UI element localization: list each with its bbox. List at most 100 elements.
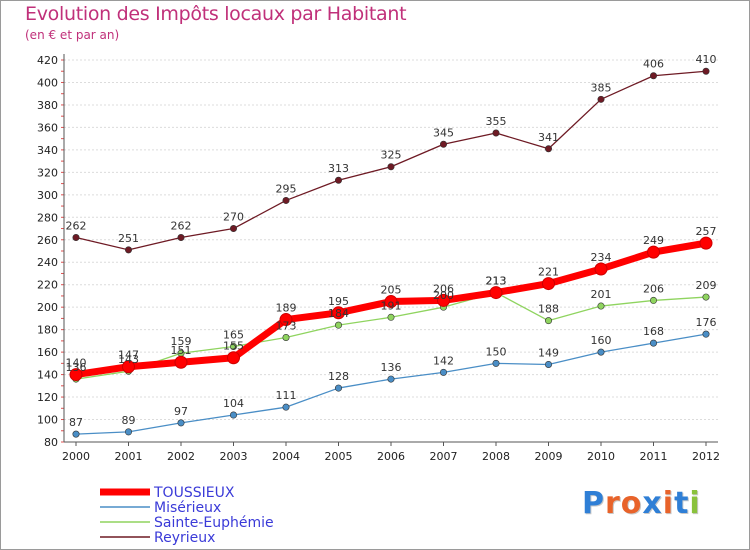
data-label-reyrieux-2000: 262 bbox=[66, 220, 87, 233]
axes: 80 100 120 140 160 180 200 220 240 260 280 300 320 34… bbox=[37, 54, 720, 463]
y-tick-label-200: 200 bbox=[37, 301, 58, 314]
data-label-mis-rieux-2000: 87 bbox=[69, 416, 83, 429]
point-mis-rieux-2010 bbox=[597, 348, 605, 356]
data-label-reyrieux-2011: 406 bbox=[643, 58, 664, 71]
data-label-reyrieux-2007: 345 bbox=[433, 126, 454, 139]
data-label-toussieux-2006: 205 bbox=[381, 284, 402, 297]
data-label-toussieux-2008: 213 bbox=[486, 275, 507, 288]
logo-letter: o bbox=[620, 486, 643, 521]
legend-label-toussieux: TOUSSIEUX bbox=[153, 485, 235, 501]
x-tick-label-2002: 2002 bbox=[167, 450, 195, 463]
point-reyrieux-2002 bbox=[177, 234, 185, 242]
data-label-reyrieux-2008: 355 bbox=[486, 115, 507, 128]
y-tick-label-360: 360 bbox=[37, 121, 58, 134]
legend-label-sainte-euph-mie: Sainte-Euphémie bbox=[154, 515, 274, 531]
point-toussieux-2007 bbox=[437, 293, 450, 307]
point-toussieux-2009 bbox=[542, 277, 555, 291]
data-label-sainte-euph-mie-2003: 165 bbox=[223, 329, 244, 342]
y-tick-label-340: 340 bbox=[37, 144, 58, 157]
data-label-sainte-euph-mie-2012: 209 bbox=[696, 279, 717, 292]
point-toussieux-2011 bbox=[647, 245, 660, 259]
point-reyrieux-2012 bbox=[702, 67, 710, 75]
y-tick-label-160: 160 bbox=[37, 346, 58, 359]
data-label-mis-rieux-2005: 128 bbox=[328, 370, 349, 383]
data-label-toussieux-2012: 257 bbox=[696, 225, 717, 238]
data-label-sainte-euph-mie-2007: 200 bbox=[433, 289, 454, 302]
data-label-toussieux-2002: 151 bbox=[171, 344, 192, 357]
data-label-mis-rieux-2007: 142 bbox=[433, 354, 454, 367]
y-tick-label-260: 260 bbox=[37, 234, 58, 247]
point-reyrieux-2000 bbox=[72, 234, 80, 242]
point-toussieux-2006 bbox=[384, 295, 398, 309]
point-mis-rieux-2005 bbox=[334, 384, 342, 392]
point-mis-rieux-2009 bbox=[544, 360, 552, 368]
data-label-sainte-euph-mie-2011: 206 bbox=[643, 282, 664, 295]
data-label-mis-rieux-2001: 89 bbox=[122, 414, 136, 427]
data-label-toussieux-2004: 189 bbox=[276, 302, 297, 315]
grid-lines bbox=[64, 59, 718, 443]
logo-letter: P bbox=[582, 486, 605, 521]
logo-letter: r bbox=[605, 486, 621, 521]
logo-letter: t bbox=[674, 486, 690, 521]
data-labels: 262 251 262 270 295 313 325 345 355 341 385 406 410 1… bbox=[66, 53, 717, 429]
y-tick-label-300: 300 bbox=[37, 189, 58, 202]
x-tick-label-2004: 2004 bbox=[272, 450, 300, 463]
point-sainte-euph-mie-2012 bbox=[702, 293, 710, 301]
data-label-mis-rieux-2008: 150 bbox=[486, 345, 507, 358]
logo-letter: i bbox=[689, 486, 701, 521]
data-label-sainte-euph-mie-2000: 136 bbox=[66, 361, 87, 374]
point-toussieux-2001 bbox=[122, 360, 135, 374]
point-sainte-euph-mie-2003 bbox=[230, 342, 238, 350]
point-reyrieux-2006 bbox=[387, 163, 395, 171]
data-label-sainte-euph-mie-2005: 184 bbox=[328, 307, 349, 320]
point-reyrieux-2007 bbox=[439, 140, 447, 148]
data-label-mis-rieux-2009: 149 bbox=[538, 346, 559, 359]
x-tick-label-2003: 2003 bbox=[220, 450, 248, 463]
data-label-reyrieux-2004: 295 bbox=[276, 182, 297, 195]
data-label-reyrieux-2002: 262 bbox=[171, 220, 192, 233]
data-label-mis-rieux-2003: 104 bbox=[223, 397, 244, 410]
point-toussieux-2010 bbox=[594, 262, 608, 276]
point-reyrieux-2010 bbox=[597, 95, 605, 103]
point-sainte-euph-mie-2010 bbox=[597, 302, 605, 310]
point-toussieux-2012 bbox=[699, 236, 713, 250]
point-mis-rieux-2008 bbox=[492, 359, 500, 367]
data-label-sainte-euph-mie-2010: 201 bbox=[591, 288, 612, 301]
data-label-reyrieux-2012: 410 bbox=[696, 53, 717, 66]
chart-title: Evolution des Impôts locaux par Habitant bbox=[25, 3, 407, 25]
data-label-sainte-euph-mie-2008: 213 bbox=[486, 275, 507, 288]
x-tick-label-2012: 2012 bbox=[692, 450, 720, 463]
x-tick-label-2000: 2000 bbox=[62, 450, 90, 463]
logo-letter: i bbox=[662, 486, 675, 521]
y-tick-label-100: 100 bbox=[37, 414, 58, 427]
point-mis-rieux-2000 bbox=[72, 430, 80, 438]
y-tick-label-420: 420 bbox=[37, 54, 58, 67]
x-tick-label-2001: 2001 bbox=[115, 450, 143, 463]
point-reyrieux-2005 bbox=[334, 176, 342, 184]
data-label-toussieux-2001: 147 bbox=[118, 349, 139, 362]
point-toussieux-2005 bbox=[332, 306, 345, 320]
data-label-reyrieux-2006: 325 bbox=[381, 149, 402, 162]
point-mis-rieux-2011 bbox=[649, 339, 657, 347]
point-reyrieux-2009 bbox=[544, 145, 552, 153]
point-toussieux-2008 bbox=[489, 286, 503, 300]
data-label-toussieux-2005: 195 bbox=[328, 295, 349, 308]
data-label-sainte-euph-mie-2009: 188 bbox=[538, 303, 559, 316]
data-label-mis-rieux-2012: 176 bbox=[696, 316, 717, 329]
legend-label-mis-rieux: Misérieux bbox=[154, 500, 221, 516]
data-label-mis-rieux-2010: 160 bbox=[591, 334, 612, 347]
data-label-toussieux-2009: 221 bbox=[538, 266, 559, 279]
data-label-mis-rieux-2011: 168 bbox=[643, 325, 664, 338]
point-toussieux-2002 bbox=[174, 355, 188, 369]
data-label-mis-rieux-2006: 136 bbox=[381, 361, 402, 374]
x-tick-label-2008: 2008 bbox=[482, 450, 510, 463]
point-sainte-euph-mie-2005 bbox=[334, 321, 342, 329]
y-tick-label-140: 140 bbox=[37, 369, 58, 382]
data-label-toussieux-2011: 249 bbox=[643, 234, 664, 247]
point-mis-rieux-2006 bbox=[387, 375, 395, 383]
data-label-toussieux-2007: 206 bbox=[433, 282, 454, 295]
y-tick-label-280: 280 bbox=[37, 211, 58, 224]
data-label-reyrieux-2005: 313 bbox=[328, 162, 349, 175]
y-tick-label-320: 320 bbox=[37, 166, 58, 179]
